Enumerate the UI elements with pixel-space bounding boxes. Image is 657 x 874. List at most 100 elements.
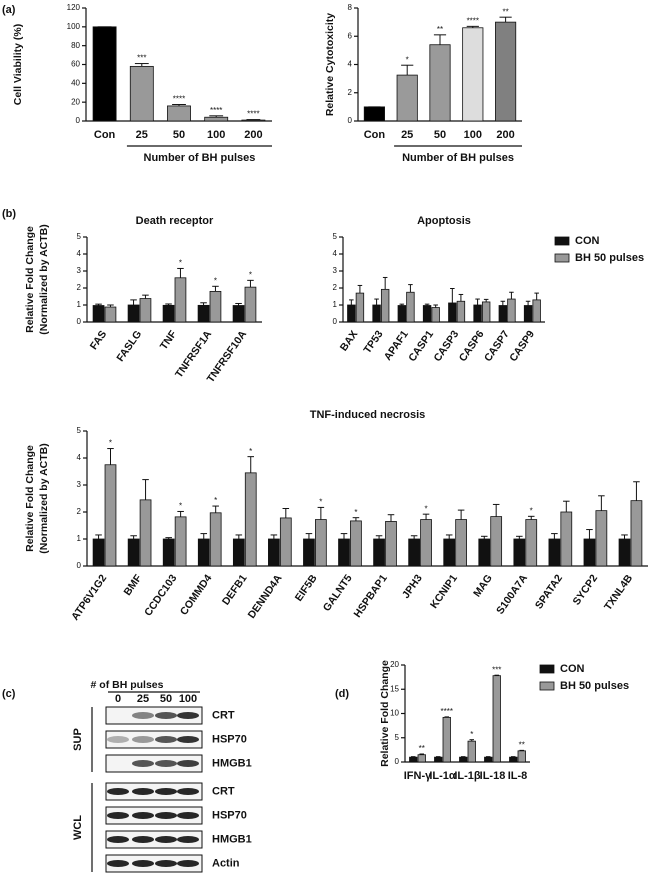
bar — [434, 756, 443, 763]
x-tick-label: HSPBAP1 — [351, 572, 389, 620]
x-tick-label: FAS — [88, 328, 110, 352]
bar — [409, 756, 418, 763]
bar — [498, 305, 508, 323]
lane-label: 50 — [160, 693, 172, 705]
bar — [279, 517, 292, 567]
blot-band — [177, 788, 199, 795]
blot-band — [177, 712, 199, 719]
significance: * — [249, 447, 252, 456]
x-tick-label: IL-1β — [454, 770, 481, 782]
y-axis-label: (Normalized by ACTB) — [38, 224, 50, 334]
x-tick-label: ATP6V1G2 — [69, 572, 109, 622]
bar — [443, 538, 456, 567]
blot-band — [177, 760, 199, 767]
blot-band — [107, 788, 129, 795]
legend-swatch — [554, 253, 570, 263]
y-tick-label: 6 — [348, 31, 353, 40]
bar — [104, 464, 117, 567]
significance: **** — [247, 110, 259, 119]
bar — [517, 750, 526, 763]
panel-label: (b) — [2, 208, 16, 220]
y-tick-label: 10 — [390, 709, 399, 718]
bar — [456, 300, 466, 323]
x-tick-label: MAG — [471, 572, 495, 599]
bar — [422, 305, 432, 323]
y-tick-label: 5 — [77, 426, 82, 435]
y-tick-label: 40 — [71, 78, 80, 87]
bar — [167, 105, 191, 122]
x-tick-label: SPATA2 — [533, 572, 565, 611]
lane-label: 100 — [179, 693, 197, 705]
x-tick-label: CASP7 — [482, 328, 512, 364]
bar — [104, 306, 117, 323]
bar — [595, 510, 608, 567]
bar — [507, 298, 516, 323]
bar — [92, 305, 105, 323]
bar — [347, 304, 356, 323]
bar — [429, 44, 451, 122]
x-tick-label: DENND4A — [246, 572, 285, 621]
x-tick-label: 25 — [136, 129, 148, 141]
x-tick-label: 100 — [464, 129, 482, 141]
y-tick-label: 15 — [390, 684, 399, 693]
x-tick-label: 50 — [434, 129, 446, 141]
blot-band — [155, 812, 177, 819]
bar — [478, 538, 491, 567]
significance: ** — [519, 740, 525, 749]
y-axis-label: Cell Viability (%) — [12, 24, 24, 106]
bar — [509, 756, 518, 763]
x-tick-label: CASP1 — [406, 328, 436, 364]
blot-band — [177, 836, 199, 843]
significance: * — [109, 439, 112, 448]
blot-band — [107, 836, 129, 843]
x-tick-label: TXNL4B — [602, 572, 635, 613]
y-tick-label: 20 — [71, 97, 80, 106]
bar — [396, 74, 418, 122]
y-axis-label: Relative Cytotoxicity — [324, 13, 336, 116]
bar — [162, 304, 175, 323]
bar — [473, 304, 482, 323]
legend-label: BH 50 pulses — [575, 252, 644, 264]
bar — [338, 538, 350, 567]
chart-title: Apoptosis — [417, 215, 471, 227]
significance: **** — [210, 106, 222, 115]
blot-band — [132, 812, 154, 819]
x-tick-label: Con — [94, 129, 116, 141]
bar — [244, 286, 257, 323]
bar — [363, 106, 385, 122]
bar — [525, 519, 538, 567]
x-tick-label: IFN-γ — [404, 770, 432, 782]
bar — [532, 299, 541, 323]
bar — [385, 521, 397, 567]
bar — [268, 538, 280, 567]
x-tick-label: CASP3 — [431, 328, 461, 364]
x-tick-label: 50 — [173, 129, 185, 141]
bar — [492, 675, 501, 763]
blot-band — [132, 836, 154, 843]
bar — [92, 538, 105, 567]
lane-label: 0 — [115, 693, 121, 705]
x-tick-label: BAX — [338, 328, 361, 353]
bar — [560, 511, 573, 567]
y-tick-label: 4 — [348, 60, 353, 69]
significance: * — [214, 496, 217, 505]
y-tick-label: 4 — [77, 453, 82, 462]
bar — [462, 27, 484, 122]
x-tick-label: DEFB1 — [220, 572, 250, 607]
x-tick-label: COMMD4 — [178, 572, 215, 617]
significance: * — [249, 270, 252, 279]
bar — [92, 26, 117, 122]
bar — [448, 302, 457, 323]
significance: **** — [441, 707, 453, 716]
blot-band — [155, 788, 177, 795]
bar — [408, 538, 420, 567]
y-axis-label: Relative Fold Change — [379, 660, 391, 767]
significance: **** — [467, 16, 479, 25]
blot-row-label: CRT — [212, 785, 235, 797]
bar — [495, 21, 517, 122]
x-tick-label: 200 — [244, 129, 262, 141]
bar — [127, 304, 140, 323]
y-tick-label: 60 — [71, 60, 80, 69]
bar — [406, 291, 415, 323]
